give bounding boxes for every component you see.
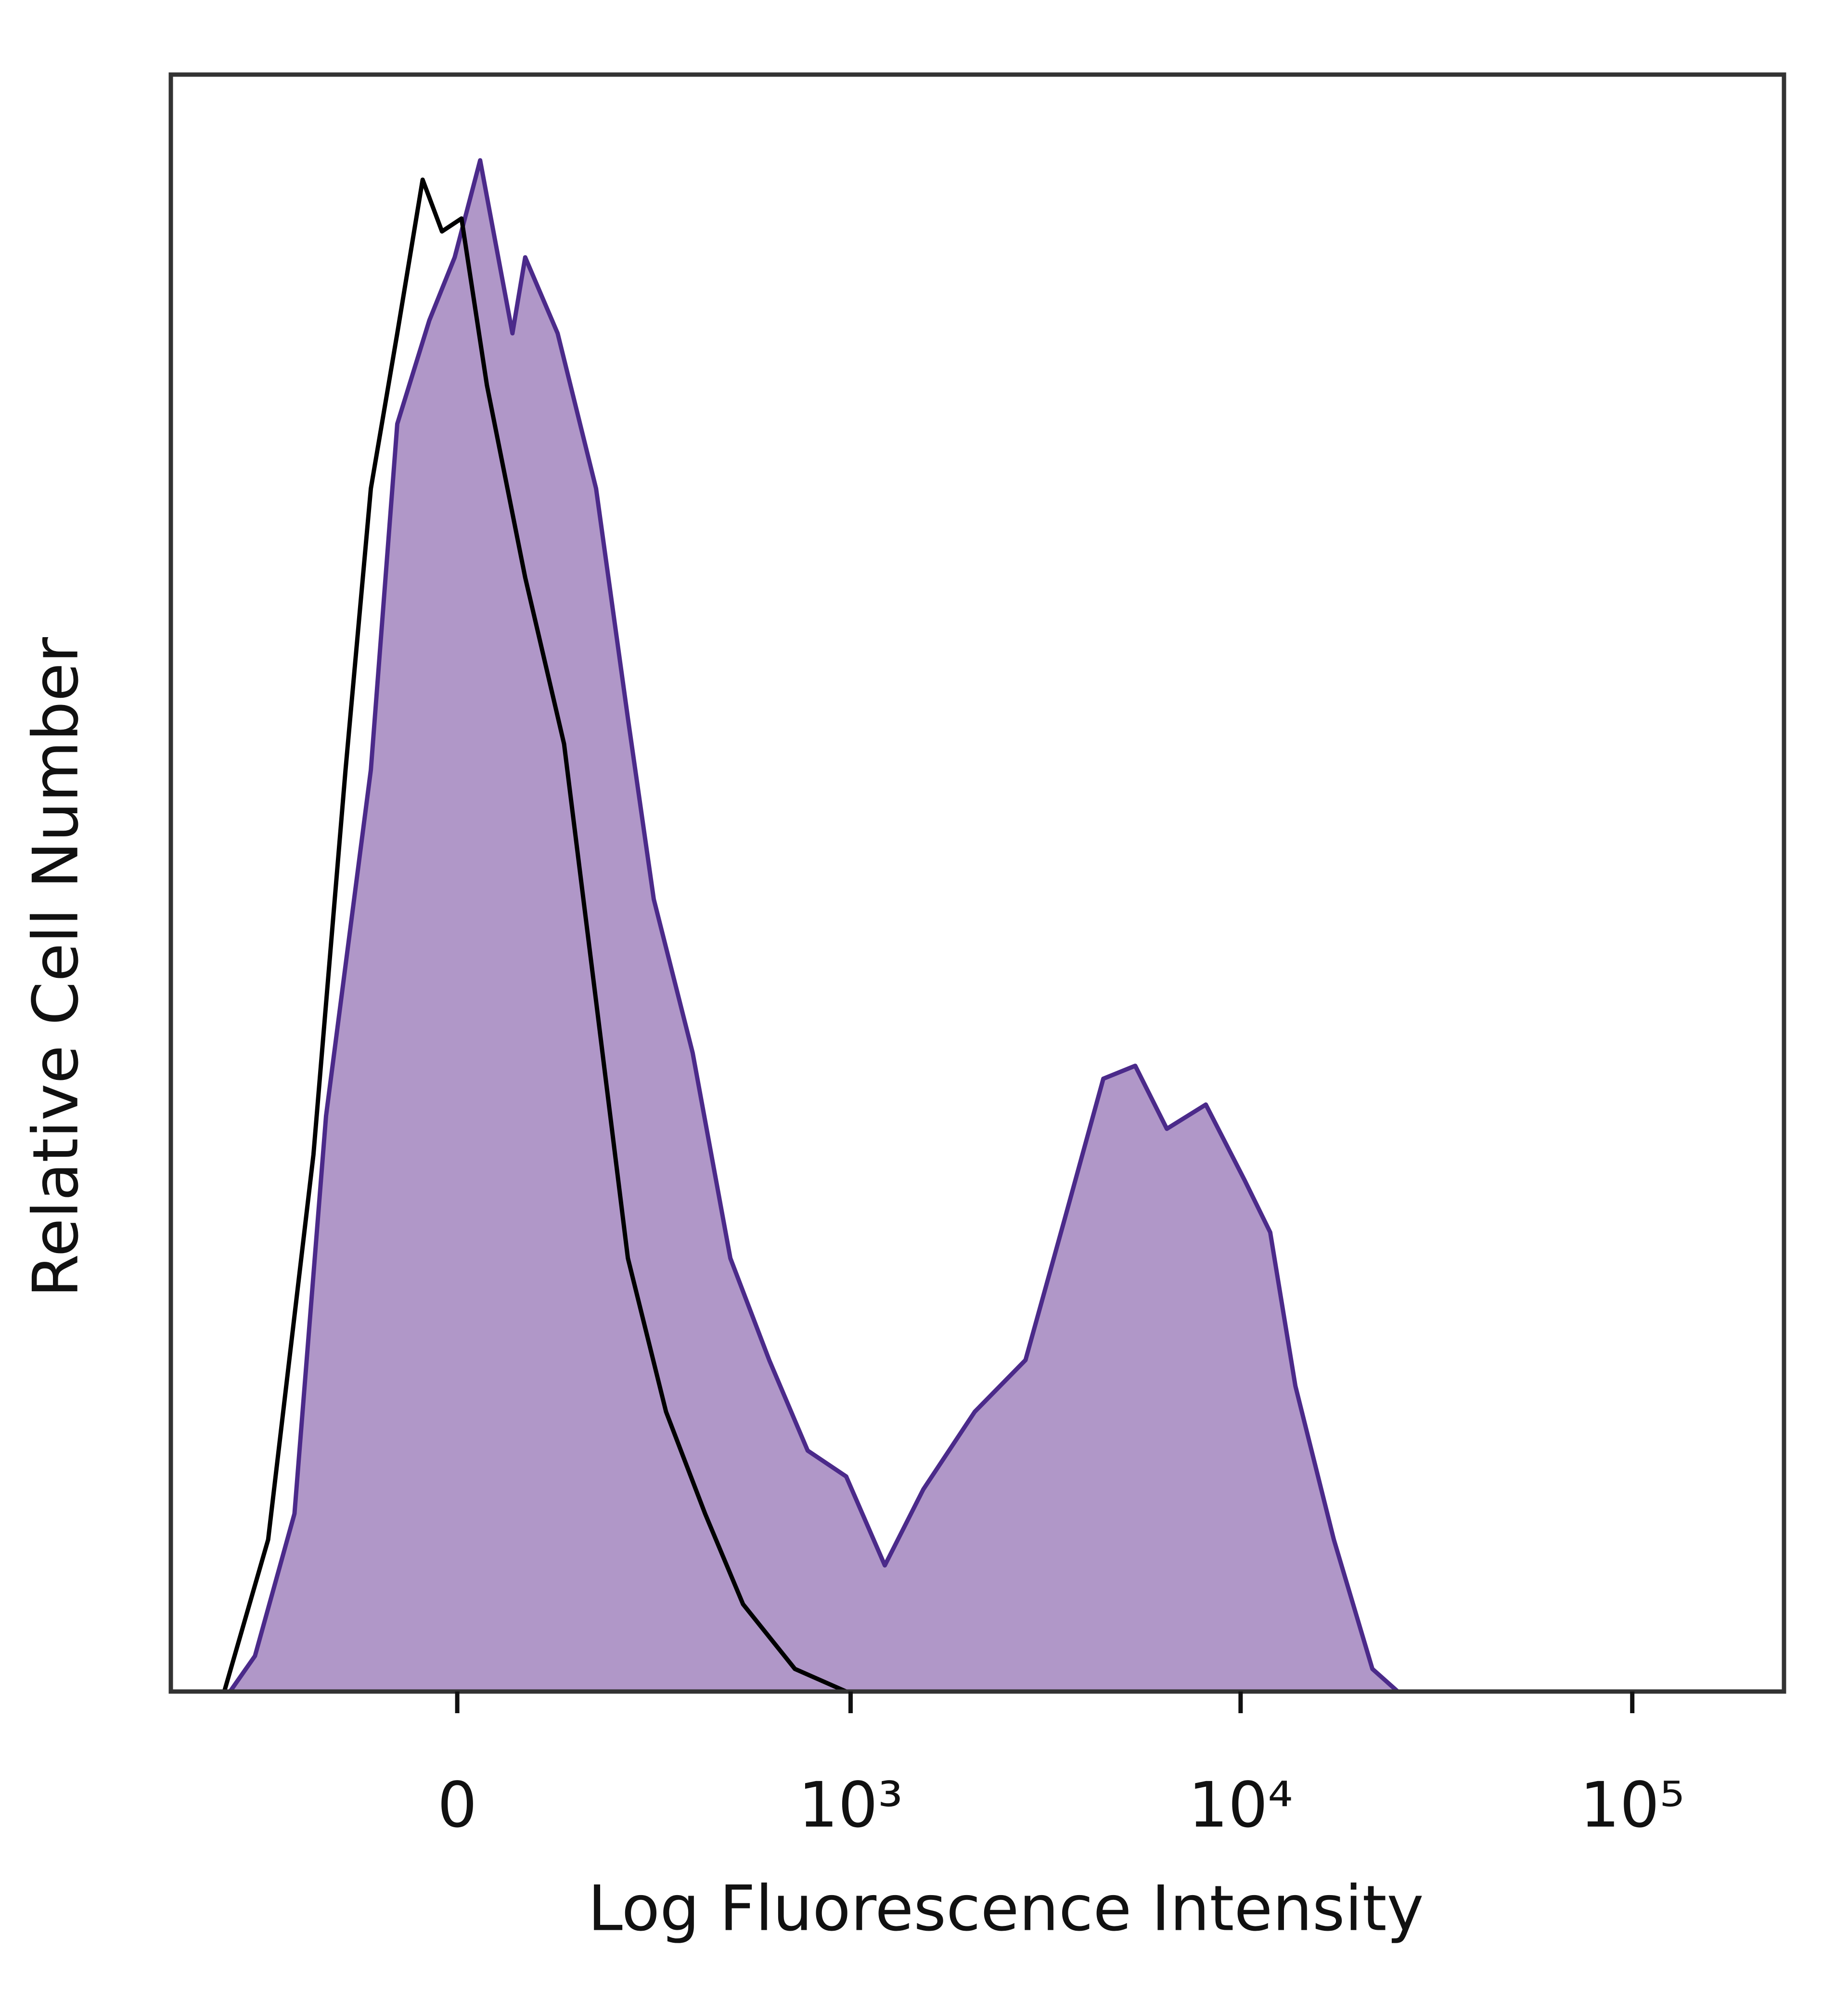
x-tick-label: 10⁵ <box>1580 1769 1685 1842</box>
filled-histogram <box>228 158 1400 1694</box>
x-tick-label: 10³ <box>798 1769 903 1842</box>
plot-frame <box>168 72 1786 1694</box>
x-axis-title: Log Fluorescence Intensity <box>588 1872 1424 1945</box>
x-tick-label: 10⁴ <box>1188 1769 1293 1842</box>
y-axis-title: Relative Cell Number <box>19 637 92 1297</box>
outline-histogram <box>222 177 847 1694</box>
x-tick-label: 0 <box>437 1769 477 1842</box>
